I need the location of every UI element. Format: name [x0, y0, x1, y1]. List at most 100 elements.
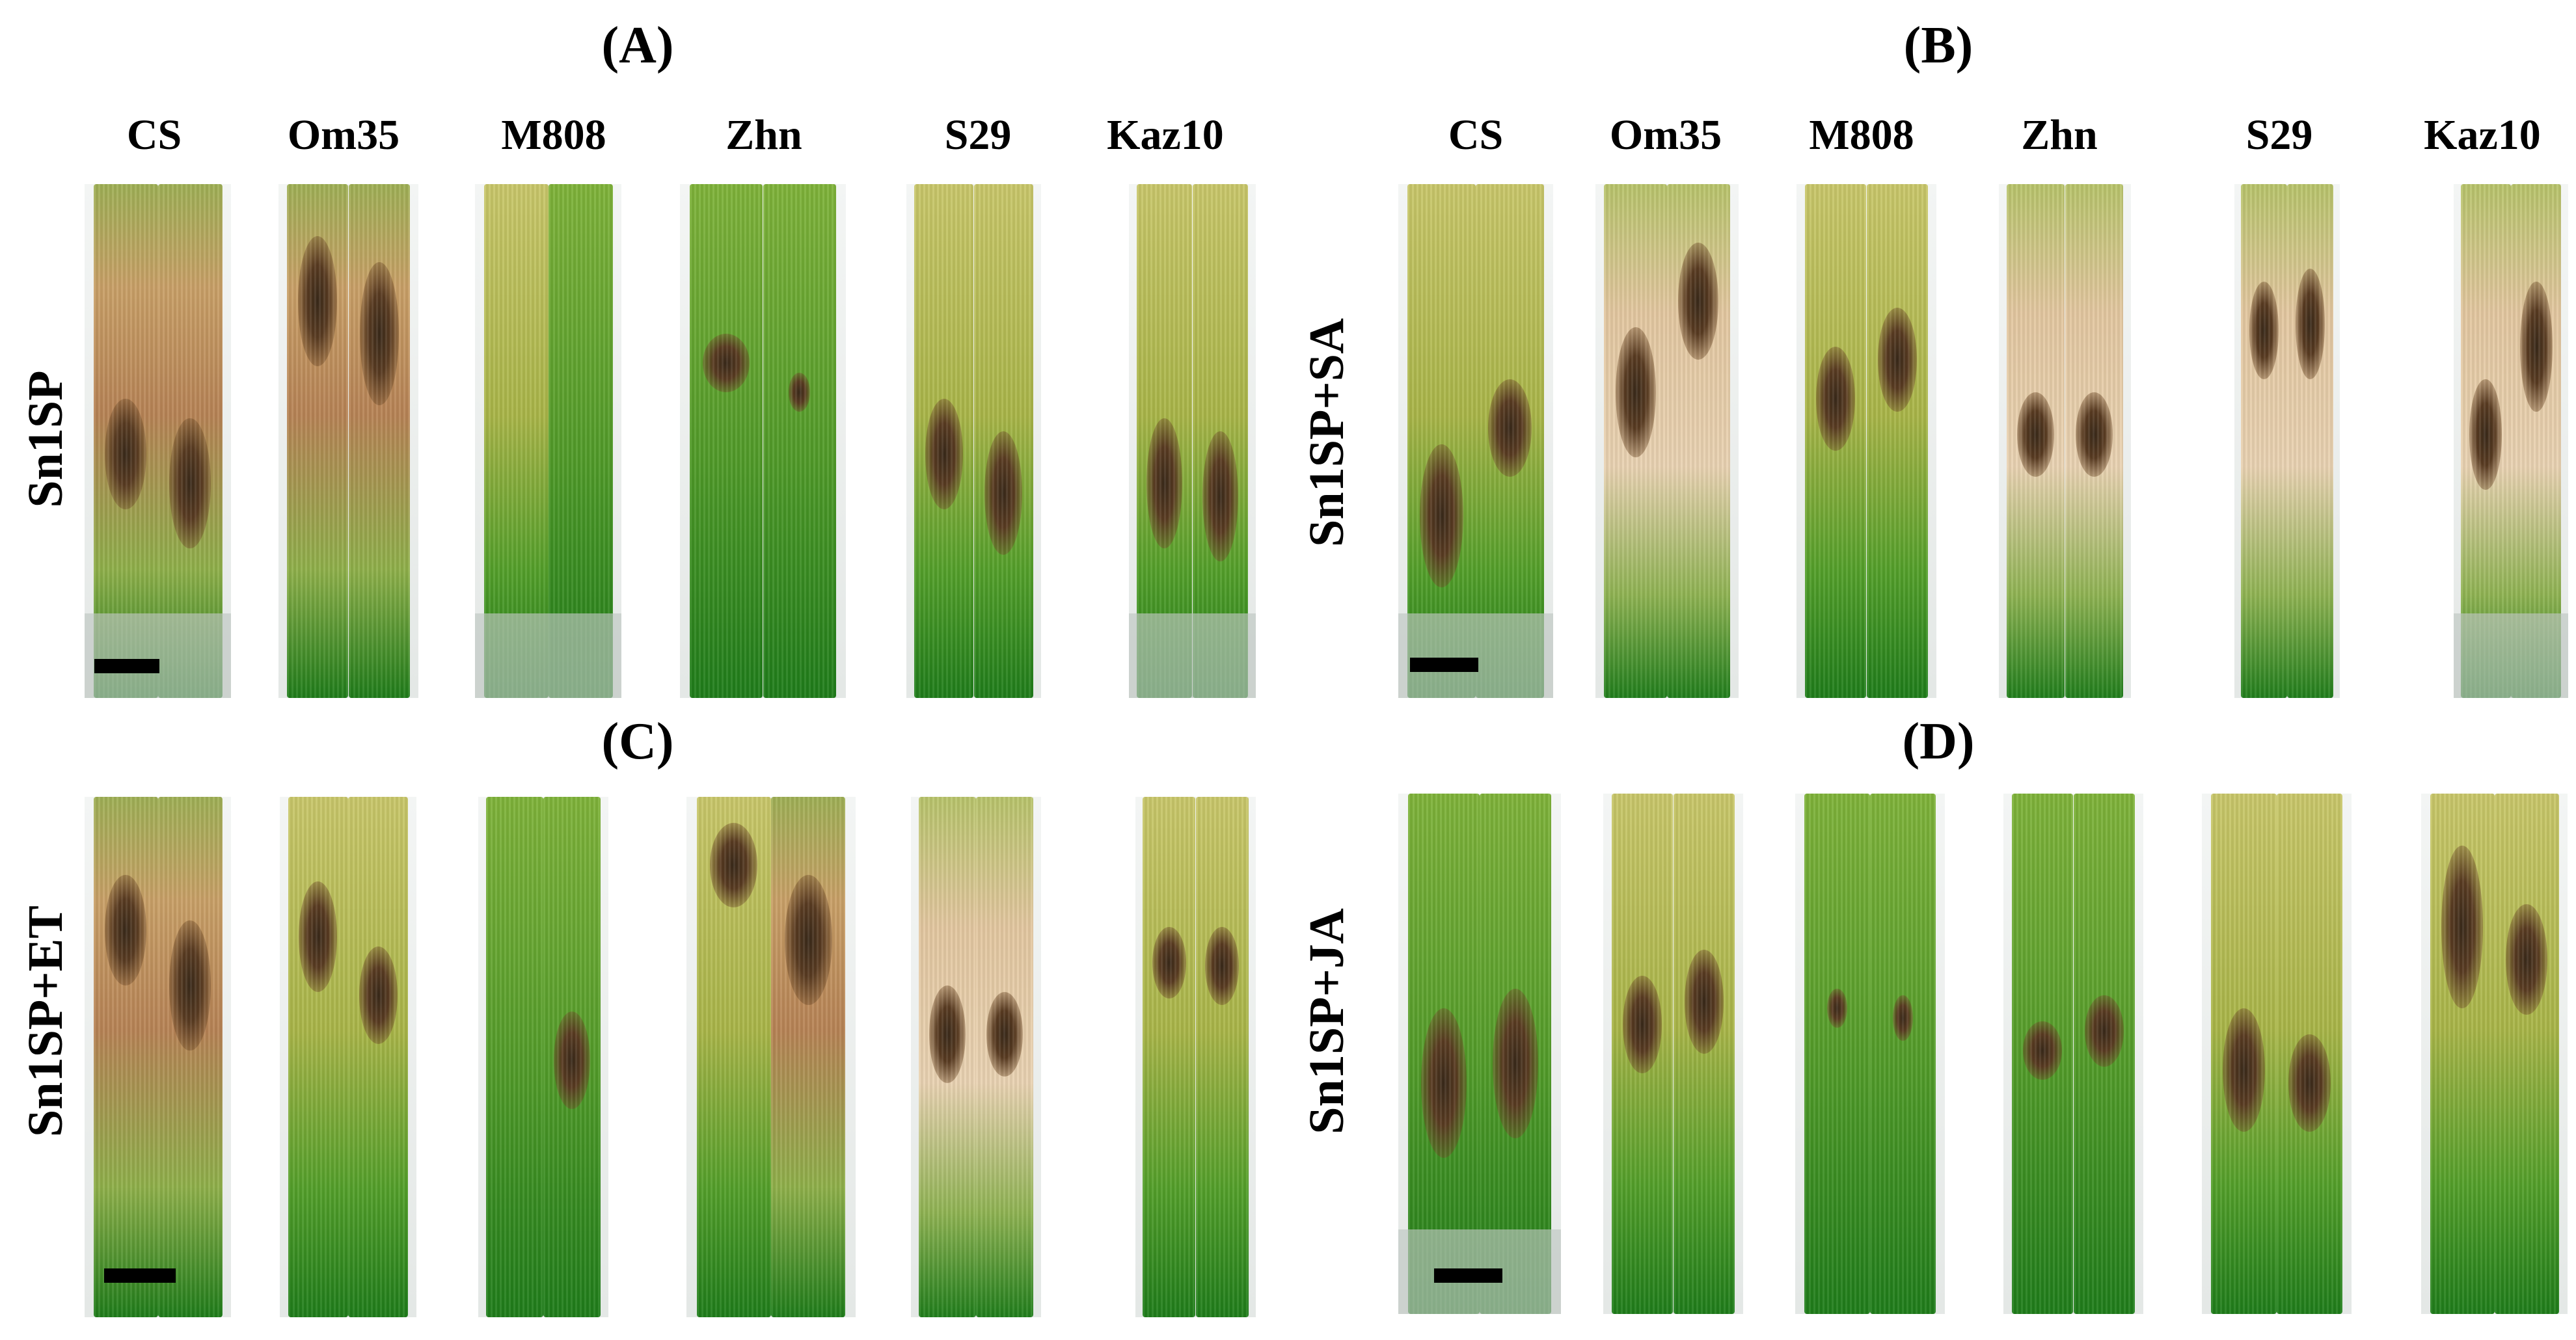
leaf [2287, 184, 2334, 698]
column-label: M808 [501, 111, 606, 159]
scale-bar [1434, 1268, 1502, 1283]
column-label: Om35 [287, 111, 400, 159]
leaf [2430, 794, 2495, 1314]
leaf [2494, 794, 2559, 1314]
panel-b: (B) Sn1SP+SA CS Om35 M808 Zhn S29 Kaz10 [1299, 0, 2576, 698]
leaf [771, 797, 846, 1317]
leaf [1611, 794, 1674, 1314]
leaf-photo [2202, 794, 2352, 1314]
leaf [1476, 184, 1544, 698]
leaf-photo [2454, 184, 2568, 698]
leaf [1192, 184, 1249, 698]
leaf-photo [2003, 794, 2143, 1314]
leaf-photo [680, 184, 846, 698]
leaf [2277, 794, 2343, 1314]
leaf-photo [1796, 184, 1936, 698]
leaf-photo [475, 184, 621, 698]
panel-letter: (D) [1902, 713, 1975, 770]
scale-bar [94, 659, 159, 673]
leaf [93, 184, 158, 698]
panel-letter: (A) [601, 17, 674, 74]
scale-bar [104, 1268, 176, 1283]
leaf-photo [85, 797, 231, 1317]
leaf [2007, 184, 2065, 698]
leaf-photo [2421, 794, 2568, 1314]
leaf [2065, 184, 2124, 698]
column-label: CS [1448, 111, 1504, 159]
leaf-photo [280, 797, 416, 1317]
leaf [348, 797, 409, 1317]
column-label: Zhn [2021, 111, 2098, 159]
leaf [1143, 797, 1196, 1317]
leaf [157, 797, 223, 1317]
leaf-photo [478, 797, 608, 1317]
leaf [690, 184, 763, 698]
leaf [548, 184, 613, 698]
leaf-photo [278, 184, 418, 698]
leaf-photo [1795, 794, 1945, 1314]
leaf [1870, 794, 1936, 1314]
leaf [2210, 794, 2277, 1314]
leaf-photo [1129, 184, 1256, 698]
column-label: S29 [2245, 111, 2313, 159]
leaf-photo [1398, 184, 1553, 698]
leaf [696, 797, 772, 1317]
leaf [2240, 184, 2288, 698]
leaf [93, 797, 158, 1317]
leaf [914, 184, 974, 698]
leaf [1604, 184, 1667, 698]
row-label: Sn1SP+JA [1299, 908, 1354, 1134]
leaf [1804, 794, 1871, 1314]
column-label: S29 [944, 111, 1012, 159]
leaf [763, 184, 836, 698]
leaf [1804, 184, 1867, 698]
leaf [2511, 184, 2562, 698]
leaf-photo [911, 797, 1041, 1317]
column-labels: CS Om35 M808 Zhn S29 Kaz10 [0, 114, 1275, 172]
leaf-photo [1595, 184, 1739, 698]
column-label: Kaz10 [2424, 111, 2541, 159]
panel-letter: (C) [601, 713, 674, 770]
leaf-photo [1603, 794, 1743, 1314]
column-labels: CS Om35 M808 Zhn S29 Kaz10 [1301, 114, 2576, 172]
leaf [286, 184, 349, 698]
leaf [919, 797, 976, 1317]
scale-bar [1410, 658, 1478, 672]
leaf [2460, 184, 2512, 698]
row-label: Sn1SP [18, 370, 73, 508]
leaf [1408, 794, 1480, 1314]
panel-d: (D) Sn1SP+JA [1299, 690, 2576, 1340]
panel-letter: (B) [1903, 17, 1973, 74]
panel-c: (C) Sn1SP+ET [0, 690, 1275, 1340]
leaf [976, 797, 1033, 1317]
leaf-photo [1398, 794, 1561, 1314]
leaf [157, 184, 223, 698]
leaf [2073, 794, 2135, 1314]
column-label: Om35 [1609, 111, 1722, 159]
leaf [1673, 794, 1735, 1314]
leaf [543, 797, 601, 1317]
leaf-photo [686, 797, 856, 1317]
leaf [1136, 184, 1193, 698]
leaf [1667, 184, 1730, 698]
leaf-photo [906, 184, 1041, 698]
column-label: Kaz10 [1107, 111, 1224, 159]
row-label: Sn1SP+SA [1299, 318, 1354, 547]
row-label: Sn1SP+ET [18, 905, 73, 1137]
leaf [486, 797, 543, 1317]
leaf [288, 797, 349, 1317]
leaf [1480, 794, 1551, 1314]
leaf [483, 184, 549, 698]
leaf [2011, 794, 2074, 1314]
column-label: CS [126, 111, 182, 159]
column-label: Zhn [725, 111, 802, 159]
leaf [1195, 797, 1249, 1317]
leaf-photo [85, 184, 231, 698]
leaf [1866, 184, 1929, 698]
column-label: M808 [1809, 111, 1914, 159]
panel-a: (A) Sn1SP CS Om35 M808 Zhn S29 Kaz10 [0, 0, 1275, 698]
leaf-photo [1135, 797, 1256, 1317]
leaf-photo [2234, 184, 2340, 698]
leaf [1407, 184, 1476, 698]
leaf-photo [1999, 184, 2131, 698]
